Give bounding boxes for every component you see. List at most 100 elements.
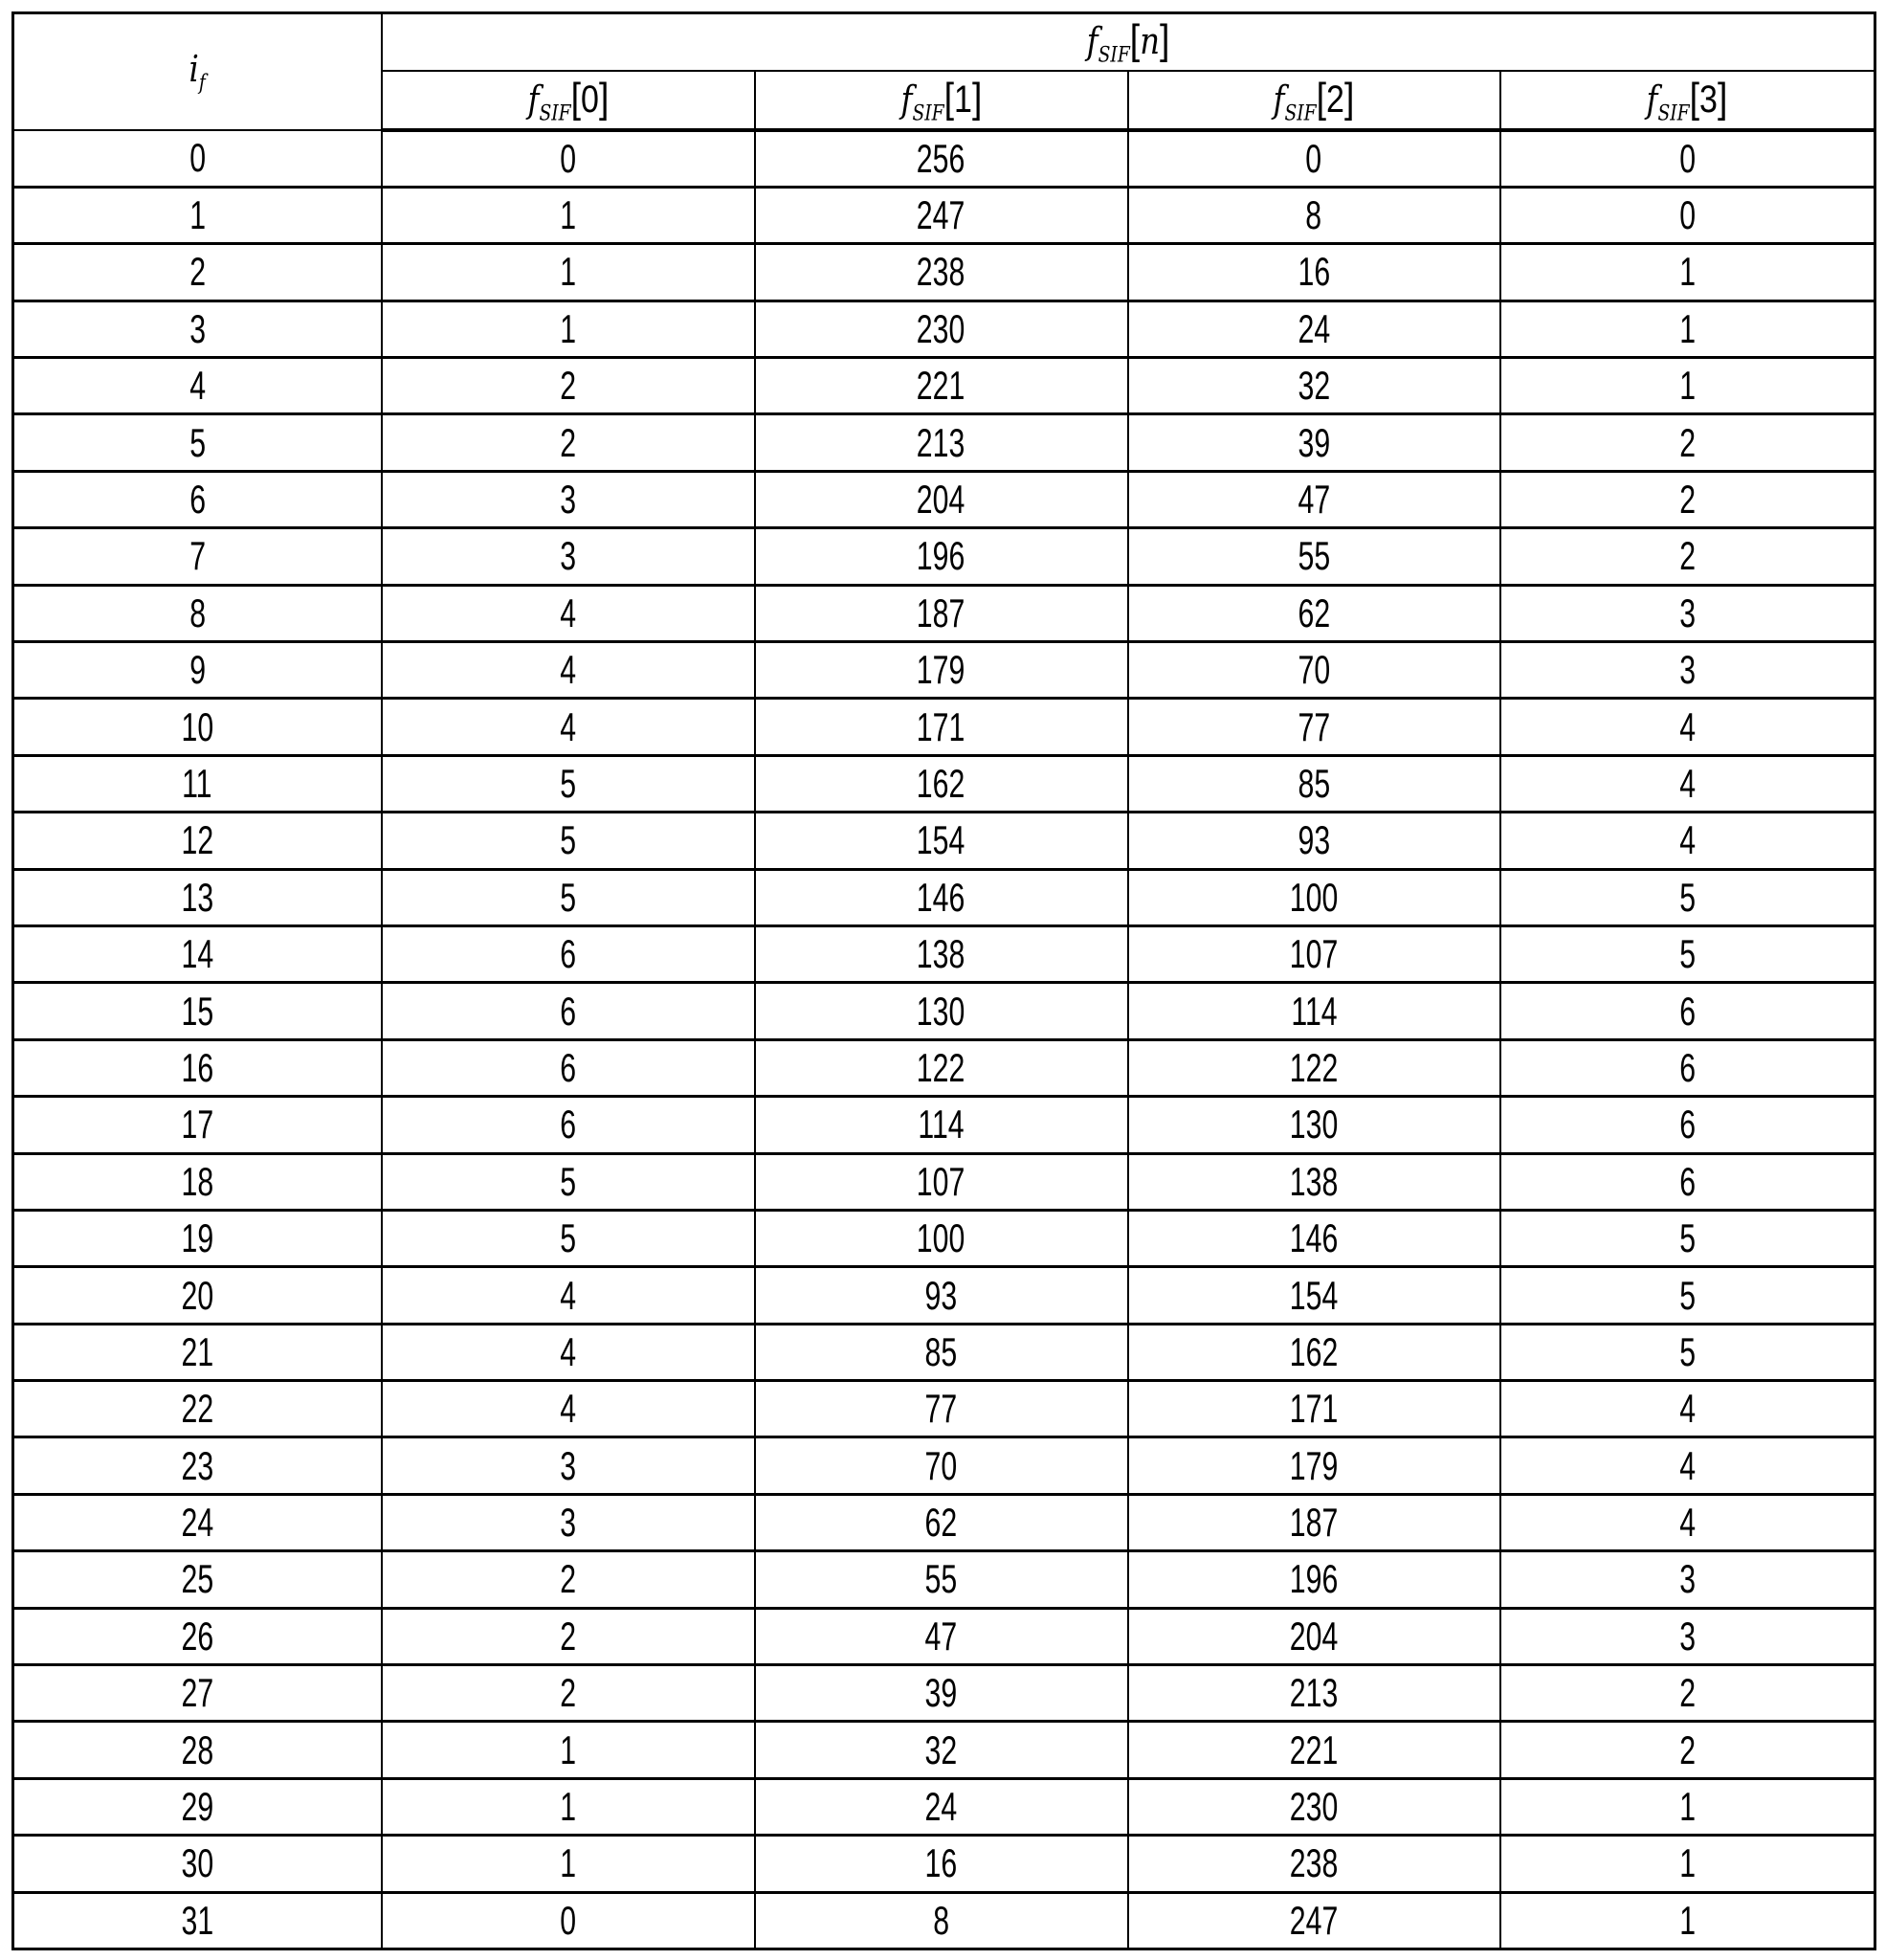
cell-text: 0 xyxy=(560,1901,576,1941)
header-base: f xyxy=(1274,78,1285,121)
cell-text: 4 xyxy=(1679,1503,1696,1543)
cell-text: 0 xyxy=(1306,139,1322,179)
header-base: f xyxy=(527,78,539,121)
table-row: 63204472 xyxy=(13,471,1875,527)
cell-text: 5 xyxy=(1679,1276,1696,1316)
cell-text: 4 xyxy=(1679,707,1696,747)
cell-text: 238 xyxy=(917,252,965,292)
value-cell: 1 xyxy=(1500,1836,1875,1892)
value-cell: 100 xyxy=(1128,869,1500,925)
value-cell: 122 xyxy=(1128,1039,1500,1096)
cell-text: 4 xyxy=(1679,820,1696,860)
cell-text: 14 xyxy=(181,934,213,974)
cell-text: 3 xyxy=(560,536,576,576)
cell-text: 24 xyxy=(925,1787,958,1827)
cell-text: 146 xyxy=(917,878,965,918)
cell-text: 162 xyxy=(1290,1332,1338,1372)
value-cell: 6 xyxy=(1500,1153,1875,1210)
value-cell: 1 xyxy=(1500,1778,1875,1835)
cell-text: 114 xyxy=(1291,991,1337,1032)
value-cell: 5 xyxy=(1500,1210,1875,1266)
value-cell: 62 xyxy=(1128,585,1500,641)
cell-text: 1 xyxy=(189,195,206,235)
table-row: 94179703 xyxy=(13,642,1875,699)
value-cell: 204 xyxy=(755,471,1128,527)
cell-text: 221 xyxy=(917,366,965,406)
cell-text: 85 xyxy=(1298,764,1330,804)
sif-filter-table: if fSIF[n] fSIF[0]fSIF[1]fSIF[2]fSIF[3] … xyxy=(11,11,1876,1950)
value-cell: 4 xyxy=(1500,1437,1875,1494)
value-cell: 2 xyxy=(382,1608,755,1664)
value-cell: 8 xyxy=(1128,187,1500,243)
value-cell: 85 xyxy=(1128,755,1500,812)
row-index-cell: 1 xyxy=(13,187,382,243)
cell-text: 2 xyxy=(560,1559,576,1599)
cell-text: 5 xyxy=(1679,934,1696,974)
value-cell: 3 xyxy=(1500,585,1875,641)
header-index: 3 xyxy=(1699,78,1718,121)
cell-text: 29 xyxy=(181,1787,213,1827)
cell-text: 154 xyxy=(1290,1276,1338,1316)
row-index-cell: 20 xyxy=(13,1267,382,1324)
cell-text: 10 xyxy=(181,707,213,747)
value-cell: 0 xyxy=(1500,130,1875,187)
cell-text: 130 xyxy=(917,991,965,1032)
cell-text: 100 xyxy=(1290,878,1338,918)
value-cell: 146 xyxy=(1128,1210,1500,1266)
header-base: i xyxy=(189,48,199,90)
table-row: 52213392 xyxy=(13,414,1875,471)
cell-text: 4 xyxy=(560,1332,576,1372)
cell-text: 238 xyxy=(1290,1843,1338,1883)
cell-text: 26 xyxy=(181,1616,213,1657)
row-index-cell: 9 xyxy=(13,642,382,699)
cell-text: 256 xyxy=(917,139,965,179)
cell-text: 6 xyxy=(1679,1104,1696,1145)
value-cell: 1 xyxy=(382,244,755,301)
cell-text: 1 xyxy=(560,195,576,235)
value-cell: 221 xyxy=(1128,1722,1500,1778)
value-cell: 32 xyxy=(1128,358,1500,414)
cell-text: 2 xyxy=(560,1616,576,1657)
cell-text: 2 xyxy=(1679,1730,1696,1771)
cell-text: 5 xyxy=(1679,878,1696,918)
cell-text: 6 xyxy=(1679,1048,1696,1088)
row-index-cell: 14 xyxy=(13,925,382,982)
table-row: 31082471 xyxy=(13,1892,1875,1949)
value-cell: 5 xyxy=(1500,925,1875,982)
value-cell: 62 xyxy=(755,1494,1128,1550)
value-cell: 213 xyxy=(1128,1665,1500,1722)
value-cell: 2 xyxy=(1500,528,1875,585)
value-cell: 1 xyxy=(382,1836,755,1892)
row-index-cell: 4 xyxy=(13,358,382,414)
cell-text: 179 xyxy=(917,650,965,690)
value-cell: 154 xyxy=(755,813,1128,869)
cell-text: 1 xyxy=(560,1787,576,1827)
cell-text: 171 xyxy=(917,707,965,747)
cell-text: 1 xyxy=(1679,252,1696,292)
value-cell: 2 xyxy=(1500,1722,1875,1778)
value-cell: 70 xyxy=(1128,642,1500,699)
cell-text: 2 xyxy=(560,423,576,463)
value-cell: 0 xyxy=(382,1892,755,1949)
cell-text: 8 xyxy=(189,593,206,634)
cell-text: 204 xyxy=(917,479,965,520)
row-index-cell: 0 xyxy=(13,130,382,187)
cell-text: 21 xyxy=(181,1332,213,1372)
value-cell: 230 xyxy=(1128,1778,1500,1835)
value-cell: 4 xyxy=(1500,1381,1875,1437)
row-index-cell: 28 xyxy=(13,1722,382,1778)
table-row: 115162854 xyxy=(13,755,1875,812)
row-index-cell: 30 xyxy=(13,1836,382,1892)
cell-text: 55 xyxy=(925,1559,958,1599)
cell-text: 8 xyxy=(933,1901,949,1941)
cell-text: 2 xyxy=(1679,479,1696,520)
value-cell: 238 xyxy=(755,244,1128,301)
row-index-cell: 16 xyxy=(13,1039,382,1096)
cell-text: 213 xyxy=(1290,1673,1338,1713)
cell-text: 107 xyxy=(917,1162,965,1202)
value-cell: 3 xyxy=(1500,1608,1875,1664)
cell-text: 16 xyxy=(1298,252,1330,292)
cell-text: 2 xyxy=(560,1673,576,1713)
cell-text: 4 xyxy=(560,1276,576,1316)
cell-text: 3 xyxy=(560,1446,576,1486)
